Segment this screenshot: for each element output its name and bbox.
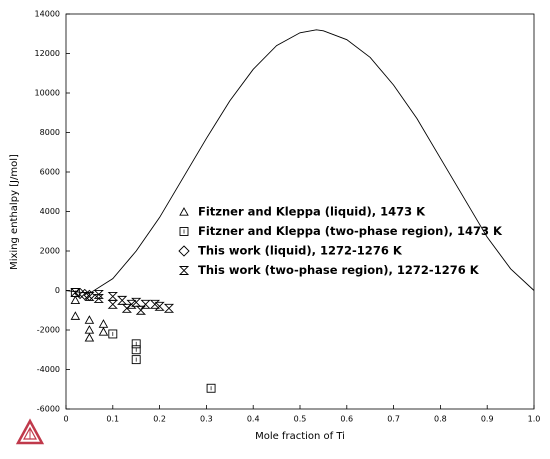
hourglass-marker: [84, 291, 95, 301]
triangle-marker: [98, 319, 109, 328]
x-tick-label: 0.3: [200, 415, 213, 424]
x-tick-label: 0.5: [294, 415, 307, 424]
hourglass-marker: [149, 299, 161, 309]
square-marker: [131, 345, 141, 355]
x-tick-label: 0.8: [434, 415, 447, 424]
y-tick-label: -4000: [37, 365, 60, 374]
y-tick-label: 0: [55, 286, 60, 295]
legend-marker: [178, 266, 190, 275]
diamond-marker: [83, 289, 96, 302]
hourglass-marker: [117, 295, 128, 305]
triangle-marker: [84, 332, 95, 342]
curve: [65, 29, 535, 294]
hourglass-marker: [163, 303, 175, 313]
logo: [15, 418, 45, 445]
y-tick-label: -6000: [37, 405, 60, 414]
x-tick-label: 0.4: [247, 415, 260, 424]
triangle-marker: [84, 325, 95, 334]
triangle-marker: [70, 311, 81, 320]
y-tick-label: 12000: [35, 49, 60, 58]
x-tick-label: 0.2: [153, 415, 166, 424]
hourglass-marker: [140, 299, 151, 309]
hourglass-marker: [70, 288, 81, 297]
square-marker: [108, 329, 118, 339]
legend-label: This work (liquid), 1272-1276 K: [198, 244, 403, 258]
square-marker: [206, 383, 216, 393]
x-axis-label: Mole fraction of Ti: [255, 431, 345, 442]
legend-label: Fitzner and Kleppa (liquid), 1473 K: [198, 205, 426, 219]
y-tick-label: 8000: [40, 128, 60, 137]
triangle-marker: [84, 315, 95, 324]
triangle-marker: [70, 295, 81, 305]
legend-marker: [178, 245, 190, 257]
legend-label: This work (two-phase region), 1272-1276 …: [198, 263, 480, 277]
x-tick-label: 0: [63, 415, 68, 424]
y-tick-label: 10000: [35, 89, 60, 98]
hourglass-marker: [121, 303, 132, 313]
hourglass-marker: [131, 297, 142, 307]
legend-label: Fitzner and Kleppa (two-phase region), 1…: [198, 224, 503, 238]
hourglass-marker: [107, 299, 118, 309]
legend-marker: [179, 227, 189, 236]
x-tick-label: 0.6: [340, 415, 353, 424]
diamond-marker: [74, 287, 86, 300]
hourglass-marker: [93, 290, 104, 299]
y-tick-label: 4000: [40, 207, 60, 216]
y-axis-label: Mixing enthalpy [J/mol]: [9, 154, 20, 270]
x-tick-label: 1.0: [528, 415, 541, 424]
y-tick-label: 6000: [40, 168, 60, 177]
x-tick-label: 0.1: [106, 415, 119, 424]
hourglass-marker: [135, 305, 146, 315]
hourglass-marker: [107, 291, 118, 301]
y-tick-label: 14000: [35, 10, 60, 19]
x-tick-label: 0.9: [481, 415, 494, 424]
y-tick-label: 2000: [40, 247, 60, 256]
square-marker: [131, 355, 141, 365]
y-tick-label: -2000: [37, 326, 60, 335]
triangle-marker: [98, 327, 109, 336]
hourglass-marker: [93, 293, 104, 303]
legend-marker: [179, 207, 189, 216]
x-tick-label: 0.7: [387, 415, 400, 424]
hourglass-marker: [154, 301, 165, 311]
